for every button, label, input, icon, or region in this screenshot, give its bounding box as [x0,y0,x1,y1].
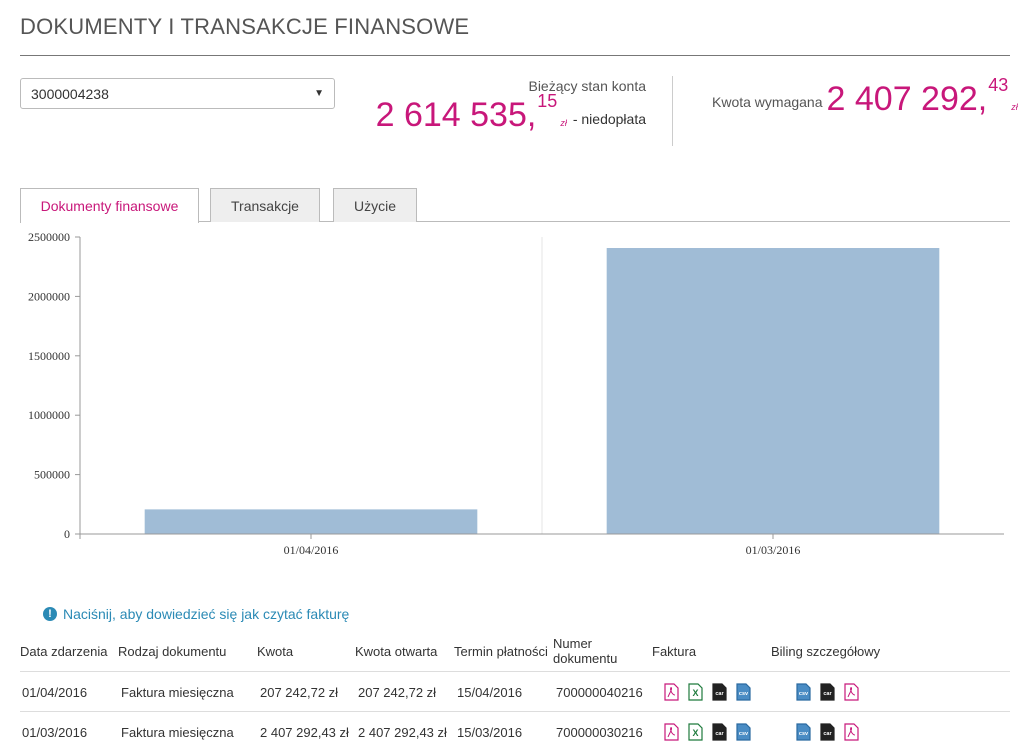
header-number-line2: dokumentu [553,651,618,666]
car-icon[interactable]: car [818,683,836,701]
y-tick-label: 2000000 [28,289,70,303]
svg-text:csv: csv [799,731,809,737]
svg-text:X: X [692,728,698,738]
page-title: DOKUMENTY I TRANSAKCJE FINANSOWE [20,14,470,39]
balance-label: Bieżący stan konta [528,78,646,94]
header-amount: Kwota [257,643,294,659]
cell-type: Faktura miesięczna [121,684,234,700]
csv-icon[interactable]: csv [794,723,812,741]
pdf-icon[interactable] [842,723,860,741]
table-row: 01/04/2016 Faktura miesięczna 207 242,72 z… [20,672,1010,712]
how-to-read-invoice-link[interactable]: ! Naciśnij, aby dowiedzieć się jak czyta… [43,606,349,622]
y-tick-label: 1500000 [28,349,70,363]
title-divider [20,55,1010,56]
balance-amount: 2 614 535,15 [375,91,558,134]
balance-currency: zł [560,118,567,128]
cell-document-number: 700000040216 [556,684,643,700]
svg-text:X: X [692,688,698,698]
tab-usage[interactable]: Użycie [333,188,417,222]
pdf-icon[interactable] [842,683,860,701]
table-header: Data zdarzenia Rodzaj dokumentu Kwota Kw… [20,630,1010,672]
account-select-value: 3000004238 [31,85,109,102]
required-label: Kwota wymagana [712,94,823,110]
y-tick-label: 500000 [34,468,70,482]
required-amount-cents: 43 [988,75,1009,95]
required-amount: Kwota wymagana 2 407 292,43 zł [712,75,1018,118]
car-icon[interactable]: car [710,683,728,701]
bar [144,509,478,534]
tab-transactions[interactable]: Transakcje [210,188,320,222]
cell-amount: 207 242,72 zł [260,684,339,700]
account-select[interactable]: 3000004238 ▼ [20,78,335,109]
cell-due-date: 15/04/2016 [457,684,523,700]
excel-icon[interactable]: X [686,723,704,741]
cell-document-number: 700000030216 [556,724,643,740]
header-divider [672,76,673,146]
table-row: 01/03/2016 Faktura miesięczna 2 407 292,43… [20,712,1010,748]
csv-icon[interactable]: csv [734,683,752,701]
header-open-amount: Kwota otwarta [355,643,438,659]
header-due-date: Termin płatności [454,643,548,659]
cell-date: 01/03/2016 [22,724,88,740]
required-currency: zł [1011,102,1018,112]
svg-text:car: car [823,691,832,697]
tab-financial-documents[interactable]: Dokumenty finansowe [20,188,199,223]
svg-text:csv: csv [739,731,749,737]
x-tick-label: 01/03/2016 [746,543,801,557]
svg-text:csv: csv [799,691,809,697]
csv-icon[interactable]: csv [794,683,812,701]
info-icon: ! [43,607,57,621]
tab-bar: Dokumenty finansowe Transakcje Użycie [20,188,1010,223]
svg-text:car: car [823,731,832,737]
balance-status: - niedopłata [572,111,646,127]
required-amount-main: 2 407 292, [826,80,988,118]
svg-text:csv: csv [739,691,749,697]
csv-icon[interactable]: csv [734,723,752,741]
header-invoice: Faktura [652,643,697,659]
balance-amount-main: 2 614 535, [375,96,537,134]
svg-text:car: car [715,731,724,737]
cell-due-date: 15/03/2016 [457,724,523,740]
header-type: Rodzaj dokumentu [118,643,227,659]
billing-downloads: csv car [794,672,860,712]
balance-amount-cents: 15 [537,91,558,111]
cell-open-amount: 2 407 292,43 zł [358,724,447,740]
y-tick-label: 0 [64,527,70,541]
header-date: Data zdarzenia [20,643,108,659]
car-icon[interactable]: car [818,723,836,741]
bar [606,248,940,534]
info-link-text: Naciśnij, aby dowiedzieć się jak czytać … [63,606,350,622]
documents-table: Data zdarzenia Rodzaj dokumentu Kwota Kw… [20,630,1010,748]
required-amount-value: 2 407 292,43 [826,75,1009,118]
cell-amount: 2 407 292,43 zł [260,724,349,740]
billing-downloads: csv car [794,712,860,748]
y-tick-label: 1000000 [28,408,70,422]
cell-type: Faktura miesięczna [121,724,234,740]
pdf-icon[interactable] [662,723,680,741]
y-tick-label: 2500000 [28,230,70,244]
cell-date: 01/04/2016 [22,684,88,700]
car-icon[interactable]: car [710,723,728,741]
documents-bar-chart: 0 500000 1000000 1500000 2000000 2500000 01/04… [28,230,1004,557]
cell-open-amount: 207 242,72 zł [358,684,437,700]
excel-icon[interactable]: X [686,683,704,701]
current-balance: Bieżący stan konta 2 614 535,15 zł - nie… [376,78,646,134]
x-tick-label: 01/04/2016 [284,543,339,557]
header-document-number: Numer dokumentu [553,630,617,672]
chevron-down-icon: ▼ [314,88,324,99]
pdf-icon[interactable] [662,683,680,701]
header-number-line1: Numer [553,636,593,651]
header-billing: Biling szczegółowy [771,643,881,659]
svg-text:car: car [715,691,724,697]
